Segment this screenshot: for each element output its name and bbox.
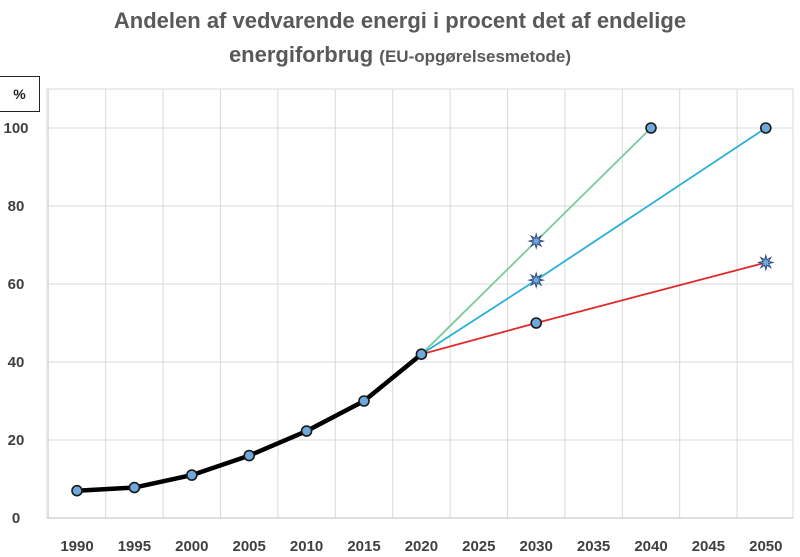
data-point-marker [71,484,83,497]
y-axis-unit-label: % [0,76,40,112]
series-line-2 [420,127,767,356]
data-point-marker [128,481,141,494]
x-tick-label: 2020 [405,538,438,555]
x-tick-label: 2015 [347,538,380,555]
data-point-star-marker [756,253,775,272]
x-tick-label: 2040 [634,538,667,555]
x-tick-label: 2035 [577,538,610,555]
series-line-0 [74,351,424,493]
x-tick-labels: 1990 1995 2000 2005 2010 2015 2020 2025 2030 2035… [60,538,782,555]
series-markers [71,122,775,497]
data-point-marker [759,122,772,134]
plot-area-border [46,88,794,519]
title-line-1: Andelen af vedvarende energi i procent d… [113,8,687,33]
x-tick-label: 2005 [233,538,266,555]
title-line-2: energiforbrug (EU-opgørelsesmetode) [0,38,800,74]
chart-subtitle: (EU-opgørelsesmetode) [379,47,572,66]
data-point-star-marker [527,232,546,251]
y-tick-label: 80 [8,198,25,215]
y-tick-labels: 0 20 40 60 80 100 [3,120,28,527]
series-lines [74,127,767,493]
gridlines [46,88,794,519]
data-point-marker [530,317,543,329]
chart-title: Andelen af vedvarende energi i procent d… [0,4,800,74]
x-tick-label: 1995 [118,538,151,555]
data-point-marker [243,449,255,462]
y-tick-label: 40 [8,354,25,371]
series-line-3 [420,261,767,356]
x-tick-label: 2010 [290,538,323,555]
y-tick-label: 100 [3,120,28,137]
x-tick-label: 2000 [175,538,208,555]
data-point-marker [358,395,370,407]
data-point-marker [186,469,198,481]
y-tick-label: 20 [8,432,25,449]
data-point-marker [300,425,313,437]
data-point-marker [645,122,657,134]
data-point-star-marker [527,271,546,290]
data-point-marker [415,348,428,361]
x-tick-label: 2045 [692,538,725,555]
x-tick-label: 2050 [749,538,782,555]
title-line-2-main: energiforbrug [228,42,374,67]
x-tick-label: 2030 [520,538,553,555]
x-tick-label: 1990 [60,538,93,555]
x-tick-label: 2025 [462,538,495,555]
y-tick-label: 60 [8,276,25,293]
y-tick-label: 0 [12,510,20,527]
